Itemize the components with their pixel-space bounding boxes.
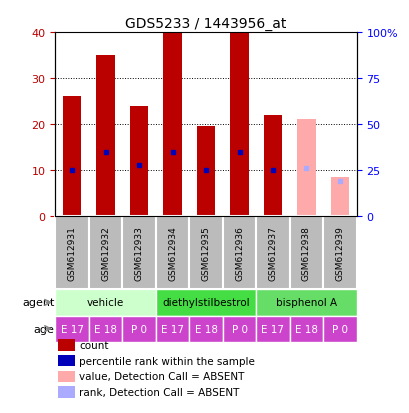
Bar bbox=[163, 33, 181, 216]
Text: age: age bbox=[34, 324, 54, 334]
Bar bbox=[63, 97, 81, 216]
Text: GSM612936: GSM612936 bbox=[234, 225, 243, 280]
Bar bbox=[297, 120, 315, 216]
Bar bbox=[122, 216, 155, 290]
Bar bbox=[58, 371, 75, 382]
Text: E 18: E 18 bbox=[94, 324, 117, 334]
Bar bbox=[55, 216, 89, 290]
Bar bbox=[89, 216, 122, 290]
Text: GSM612939: GSM612939 bbox=[335, 225, 344, 280]
Bar bbox=[189, 216, 222, 290]
Bar bbox=[289, 216, 322, 290]
Text: E 17: E 17 bbox=[261, 324, 284, 334]
Text: percentile rank within the sample: percentile rank within the sample bbox=[79, 356, 255, 366]
Bar bbox=[55, 316, 89, 342]
Text: vehicle: vehicle bbox=[87, 298, 124, 308]
Text: GSM612934: GSM612934 bbox=[168, 225, 177, 280]
Bar bbox=[222, 316, 256, 342]
Text: value, Detection Call = ABSENT: value, Detection Call = ABSENT bbox=[79, 371, 244, 382]
Bar bbox=[89, 316, 122, 342]
Bar bbox=[256, 316, 289, 342]
Text: E 17: E 17 bbox=[161, 324, 184, 334]
Text: GSM612933: GSM612933 bbox=[134, 225, 143, 280]
Bar bbox=[263, 116, 281, 216]
Text: GSM612937: GSM612937 bbox=[268, 225, 277, 280]
Text: E 18: E 18 bbox=[194, 324, 217, 334]
Text: GSM612931: GSM612931 bbox=[67, 225, 76, 280]
Bar bbox=[222, 216, 256, 290]
Bar bbox=[58, 387, 75, 398]
Bar bbox=[189, 316, 222, 342]
Bar bbox=[322, 316, 356, 342]
Bar bbox=[256, 216, 289, 290]
Bar bbox=[155, 290, 256, 316]
Text: P 0: P 0 bbox=[131, 324, 147, 334]
Text: agent: agent bbox=[22, 298, 54, 308]
Bar bbox=[256, 290, 356, 316]
Text: GSM612938: GSM612938 bbox=[301, 225, 310, 280]
Bar bbox=[55, 290, 155, 316]
Bar bbox=[130, 106, 148, 216]
Bar bbox=[155, 316, 189, 342]
Text: diethylstilbestrol: diethylstilbestrol bbox=[162, 298, 249, 308]
Text: GSM612932: GSM612932 bbox=[101, 225, 110, 280]
Text: P 0: P 0 bbox=[331, 324, 347, 334]
Bar bbox=[58, 355, 75, 366]
Bar bbox=[122, 316, 155, 342]
Bar bbox=[230, 33, 248, 216]
Text: bisphenol A: bisphenol A bbox=[275, 298, 336, 308]
Title: GDS5233 / 1443956_at: GDS5233 / 1443956_at bbox=[125, 17, 286, 31]
Bar bbox=[96, 56, 115, 216]
Text: rank, Detection Call = ABSENT: rank, Detection Call = ABSENT bbox=[79, 387, 239, 397]
Text: GSM612935: GSM612935 bbox=[201, 225, 210, 280]
Text: count: count bbox=[79, 340, 109, 350]
Text: E 17: E 17 bbox=[61, 324, 83, 334]
Bar bbox=[58, 339, 75, 351]
Bar bbox=[155, 216, 189, 290]
Bar bbox=[330, 177, 348, 216]
Text: E 18: E 18 bbox=[294, 324, 317, 334]
Text: P 0: P 0 bbox=[231, 324, 247, 334]
Bar bbox=[289, 316, 322, 342]
Bar bbox=[322, 216, 356, 290]
Bar bbox=[196, 127, 215, 216]
